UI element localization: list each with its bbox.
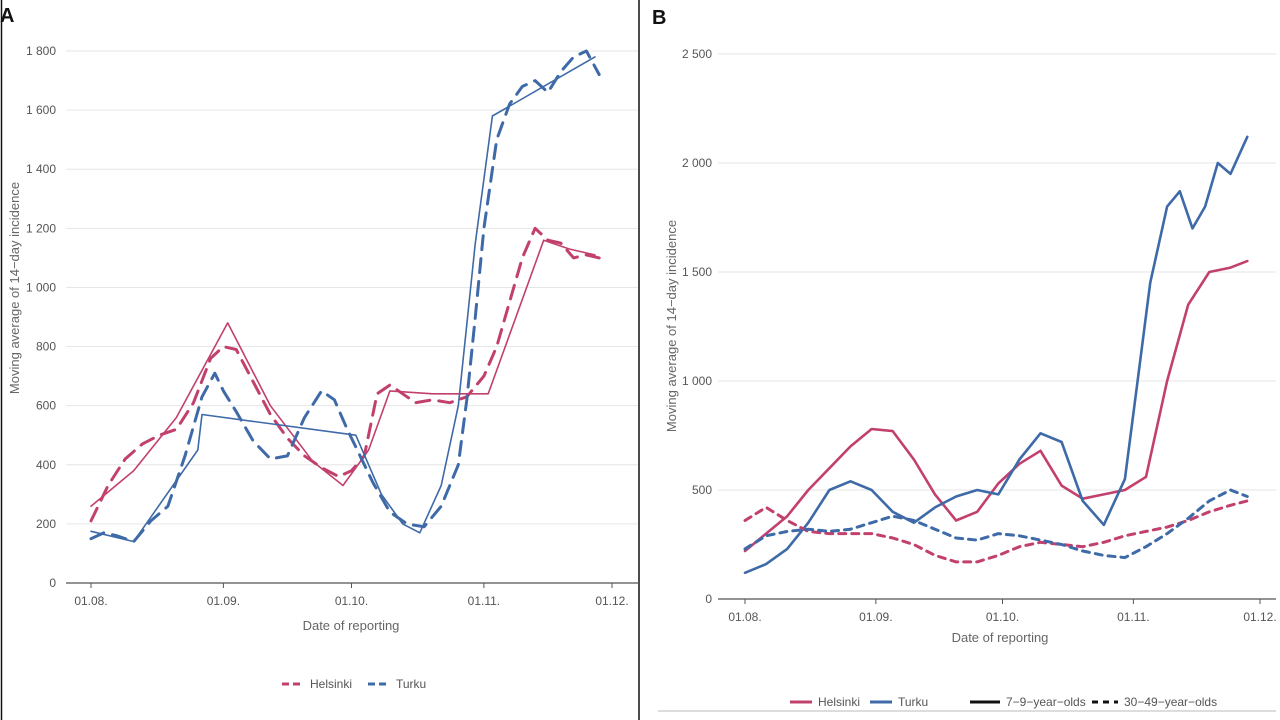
legend-helsinki-label: Helsinki [310, 677, 352, 691]
legend-turku-label: Turku [396, 677, 426, 691]
x-tick-label: 01.12. [595, 594, 628, 608]
panel-b-axes: 0 500 1 000 1 500 2 000 2 500 01.08. 01.09. 01.1… [682, 47, 1277, 624]
panel-b: B 0 500 1 000 1 500 2 000 2 500 01.08. 01.09. 01… [652, 7, 1277, 709]
legend-7-9-year-olds-label: 7−9−year−olds [1006, 695, 1086, 709]
x-tick-label: 01.11. [1117, 610, 1149, 624]
y-tick-label: 0 [705, 592, 712, 606]
panel-a-letter: A [0, 5, 14, 27]
x-tick-label: 01.09. [207, 594, 240, 608]
y-tick-label: 1 600 [26, 103, 56, 117]
y-tick-label: 2 500 [682, 47, 712, 61]
panel-b-letter: B [652, 7, 666, 29]
series-line-turku-dashed [89, 49, 601, 544]
x-tick-label: 01.08. [728, 610, 761, 624]
series-line-helsinki-dashed [89, 226, 601, 523]
series-line-turku-solid [743, 135, 1249, 575]
panel-a: A 0 200 400 600 800 1 000 1 200 1 400 1 600 1 800… [0, 5, 638, 691]
panel-a-series [89, 49, 601, 544]
y-tick-label: 2 000 [682, 156, 712, 170]
panel-a-grid [66, 50, 638, 525]
x-tick-label: 01.12. [1243, 610, 1276, 624]
panel-b-legend: Helsinki Turku 7−9−year−olds 30−49−year−… [790, 695, 1217, 709]
panel-b-x-axis-title: Date of reporting [952, 630, 1049, 645]
y-tick-label: 1 000 [682, 374, 712, 388]
y-tick-label: 1 000 [26, 280, 56, 294]
y-tick-label: 0 [49, 576, 56, 590]
x-tick-label: 01.10. [335, 594, 368, 608]
y-tick-label: 200 [36, 517, 56, 531]
panel-a-axes: 0 200 400 600 800 1 000 1 200 1 400 1 600 1 800 01… [26, 44, 638, 608]
x-tick-label: 01.10. [986, 610, 1019, 624]
y-tick-label: 500 [692, 483, 712, 497]
series-line-helsinki-dashed [743, 499, 1249, 564]
panel-b-series [743, 135, 1249, 575]
legend-turku-label: Turku [898, 695, 928, 709]
panel-a-x-axis-title: Date of reporting [303, 618, 400, 633]
y-tick-label: 1 200 [26, 221, 56, 235]
x-tick-label: 01.09. [859, 610, 892, 624]
panel-b-grid [718, 53, 1276, 491]
y-tick-label: 1 500 [682, 265, 712, 279]
series-line-helsinki-solid [743, 259, 1249, 553]
x-tick-label: 01.11. [468, 594, 500, 608]
legend-helsinki-label: Helsinki [818, 695, 860, 709]
y-tick-label: 800 [36, 340, 56, 354]
series-line-turku-solid [90, 56, 596, 543]
y-tick-label: 400 [36, 458, 56, 472]
series-line-helsinki-solid [90, 239, 596, 508]
y-tick-label: 1 400 [26, 162, 56, 176]
y-tick-label: 600 [36, 399, 56, 413]
panel-b-y-axis-title: Moving average of 14−day incidence [664, 220, 679, 432]
legend-30-49-year-olds-label: 30−49−year−olds [1124, 695, 1217, 709]
panel-a-legend: Helsinki Turku [282, 677, 426, 691]
y-tick-label: 1 800 [26, 44, 56, 58]
panel-a-y-axis-title: Moving average of 14−day incidence [7, 182, 22, 394]
x-tick-label: 01.08. [74, 594, 107, 608]
series-line-turku-dashed [743, 488, 1249, 560]
